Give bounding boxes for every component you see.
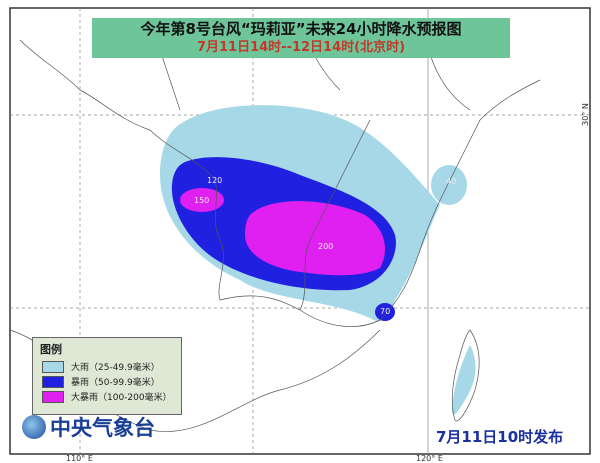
legend-item-rainstorm: 暴雨（50-99.9毫米）	[42, 374, 181, 389]
legend-label: 大雨（25-49.9毫米）	[71, 363, 160, 373]
contour-label: 40	[446, 177, 457, 186]
legend-item-torrential-rain: 大暴雨（100-200毫米）	[42, 389, 181, 404]
legend-swatch	[42, 375, 64, 388]
cma-emblem-icon	[22, 415, 46, 439]
map-subtitle: 7月11日14时--12日14时(北京时)	[196, 40, 406, 55]
heavy-rain-area-taiwan-strait	[431, 165, 467, 205]
legend-swatch	[42, 390, 64, 403]
heavy-rain-area-taiwan	[452, 345, 476, 415]
lon-label-110: 110° E	[66, 454, 93, 463]
legend: 图例 大雨（25-49.9毫米） 暴雨（50-99.9毫米） 大暴雨（100-2…	[32, 337, 182, 415]
lat-label-30: 30° N	[580, 103, 590, 126]
rainstorm-area-coast	[375, 303, 395, 321]
legend-label: 大暴雨（100-200毫米）	[71, 393, 172, 403]
publisher-logo: 中央气象台	[22, 412, 155, 442]
contour-label: 200	[318, 242, 334, 251]
torrential-rain-area-central	[245, 201, 385, 276]
issued-time: 7月11日10时发布	[436, 428, 564, 446]
contour-label: 70	[380, 307, 391, 316]
contour-label: 150	[194, 196, 210, 205]
legend-title: 图例	[40, 343, 62, 356]
legend-item-heavy-rain: 大雨（25-49.9毫米）	[42, 359, 181, 374]
map-title: 今年第8号台风“玛莉亚”未来24小时降水预报图	[140, 20, 462, 38]
legend-swatch	[42, 360, 64, 373]
lon-label-120: 120° E	[416, 454, 443, 463]
contour-label: 120	[207, 176, 223, 185]
legend-label: 暴雨（50-99.9毫米）	[71, 378, 160, 388]
title-banner: 今年第8号台风“玛莉亚”未来24小时降水预报图 7月11日14时--12日14时…	[92, 18, 510, 58]
publisher-name: 中央气象台	[50, 416, 155, 440]
torrential-rain-area-west	[180, 188, 224, 212]
